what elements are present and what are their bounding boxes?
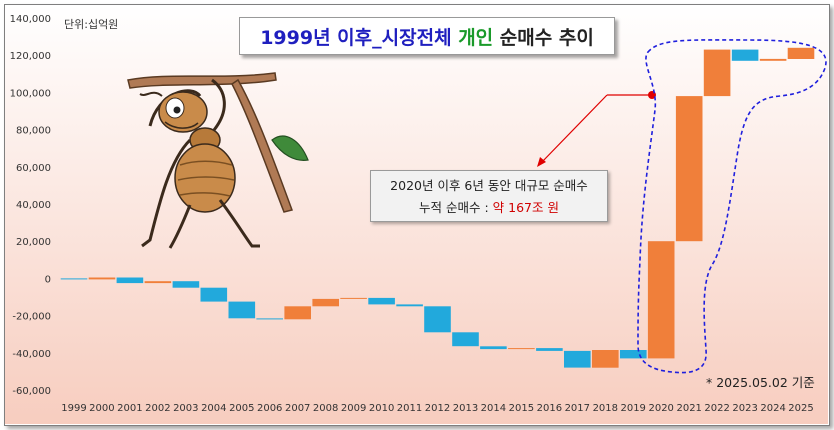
- x-tick-label: 2024: [760, 403, 785, 414]
- bar-2006: [256, 318, 283, 320]
- annotation-arrow: [537, 91, 656, 167]
- bar-2018: [592, 350, 619, 368]
- x-tick-label: 2008: [313, 403, 338, 414]
- x-tick-label: 2019: [620, 403, 645, 414]
- bar-2022: [703, 49, 731, 97]
- bar-2015: [508, 348, 535, 350]
- x-tick-label: 2005: [229, 403, 254, 414]
- bar-2024: [759, 58, 787, 61]
- bar-2010: [368, 297, 395, 305]
- y-tick-label: -40,000: [12, 349, 51, 360]
- ant-illustration: [127, 72, 309, 249]
- x-tick-label: 2021: [676, 403, 701, 414]
- highlight-outline: [637, 39, 827, 374]
- chart-title: 1999년 이후_시장전체 개인 순매수 추이: [239, 17, 615, 55]
- bar-2025: [787, 47, 815, 59]
- x-tick-label: 2001: [117, 403, 142, 414]
- x-tick-label: 2009: [341, 403, 366, 414]
- x-tick-label: 2022: [704, 403, 729, 414]
- bar-2011: [396, 304, 423, 307]
- bar-2021: [675, 96, 703, 242]
- y-tick-label: 20,000: [16, 237, 51, 248]
- bar-2001: [116, 277, 144, 284]
- x-tick-label: 2003: [173, 403, 198, 414]
- title-part3: 순매수 추이: [499, 26, 594, 49]
- x-tick-label: 2012: [425, 403, 450, 414]
- x-tick-label: 2025: [788, 403, 813, 414]
- bar-2000: [88, 277, 116, 280]
- bar-2004: [200, 287, 228, 302]
- x-tick-label: 2020: [648, 403, 673, 414]
- x-tick-label: 2011: [397, 403, 422, 414]
- x-tick-label: 2018: [593, 403, 618, 414]
- title-part1: 1999년 이후_시장전체: [260, 26, 452, 49]
- x-tick-label: 2023: [732, 403, 757, 414]
- bar-2020: [647, 241, 675, 359]
- x-tick-label: 2015: [509, 403, 534, 414]
- bar-2009: [340, 297, 367, 299]
- bar-2023: [731, 49, 759, 61]
- y-tick-label: 140,000: [10, 14, 51, 25]
- y-tick-label: 120,000: [10, 51, 51, 62]
- x-tick-label: 2002: [145, 403, 170, 414]
- x-tick-label: 2017: [565, 403, 590, 414]
- bar-2013: [452, 332, 479, 347]
- annotation-line2-prefix: 누적 순매수 :: [419, 200, 493, 215]
- bar-2012: [424, 306, 451, 333]
- x-tick-label: 1999: [61, 403, 86, 414]
- y-tick-label: -20,000: [12, 312, 51, 323]
- footnote: * 2025.05.02 기준: [706, 375, 815, 390]
- y-tick-label: 40,000: [16, 200, 51, 211]
- bar-2019: [620, 350, 647, 359]
- y-tick-label: 0: [45, 274, 51, 285]
- annotation-line2-value: 약 167조 원: [492, 200, 559, 215]
- y-tick-label: 60,000: [16, 163, 51, 174]
- x-tick-label: 2004: [201, 403, 226, 414]
- x-tick-label: 2013: [453, 403, 478, 414]
- annotation-line2: 누적 순매수 : 약 167조 원: [371, 197, 607, 219]
- y-tick-label: 80,000: [16, 126, 51, 137]
- bar-2008: [312, 298, 339, 307]
- bar-2005: [228, 301, 256, 319]
- annotation-box: 2020년 이후 6년 동안 대규모 순매수 누적 순매수 : 약 167조 원: [370, 170, 608, 222]
- unit-label: 단위:십억원: [64, 18, 119, 31]
- bar-2017: [564, 350, 591, 368]
- bar-2007: [284, 306, 311, 320]
- annotation-line1: 2020년 이후 6년 동안 대규모 순매수: [390, 178, 588, 193]
- y-tick-label: -60,000: [12, 386, 51, 397]
- x-tick-label: 2007: [285, 403, 310, 414]
- x-tick-label: 2006: [257, 403, 282, 414]
- chart-frame: [4, 4, 830, 426]
- x-tick-label: 2016: [537, 403, 562, 414]
- x-tick-label: 2000: [89, 403, 114, 414]
- bar-2003: [172, 281, 200, 288]
- bar-2014: [480, 346, 507, 350]
- bar-1999: [60, 278, 88, 280]
- title-part2: 개인: [458, 26, 494, 49]
- bar-2016: [536, 348, 563, 351]
- y-tick-label: 100,000: [10, 88, 51, 99]
- x-tick-label: 2010: [369, 403, 394, 414]
- x-tick-label: 2014: [481, 403, 506, 414]
- bar-2002: [144, 281, 172, 284]
